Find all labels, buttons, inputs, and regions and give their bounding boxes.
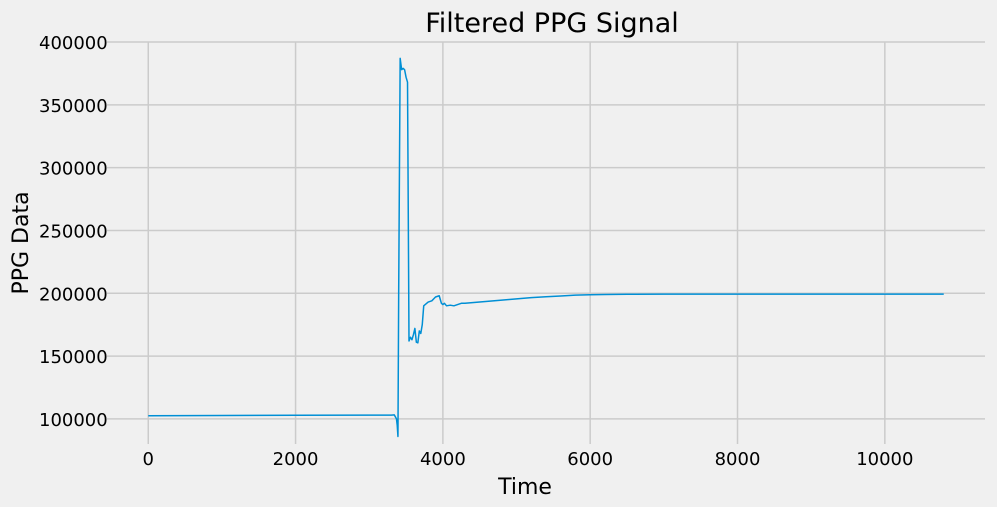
y-tick-label: 400000 <box>39 33 108 54</box>
grid-lines <box>107 41 985 444</box>
x-tick-label: 8000 <box>715 449 761 470</box>
series-line <box>148 57 944 438</box>
y-tick-label: 200000 <box>39 284 108 305</box>
y-tick-label: 150000 <box>39 347 108 368</box>
x-tick-label: 0 <box>143 449 154 470</box>
chart-title: Filtered PPG Signal <box>425 8 679 39</box>
y-tick-label: 300000 <box>39 159 108 180</box>
x-tick-label: 6000 <box>567 449 613 470</box>
series-layer <box>148 57 944 438</box>
y-tick-label: 250000 <box>39 221 108 242</box>
tick-labels: 0 2000 4000 6000 8000 10000 100000 150000 200000… <box>39 33 913 470</box>
x-axis-label: Time <box>497 475 552 500</box>
x-tick-label: 10000 <box>856 449 913 470</box>
y-tick-label: 350000 <box>39 96 108 117</box>
x-tick-label: 2000 <box>273 449 319 470</box>
y-tick-label: 100000 <box>39 410 108 431</box>
x-tick-label: 4000 <box>420 449 466 470</box>
y-axis-label: PPG Data <box>9 191 34 294</box>
